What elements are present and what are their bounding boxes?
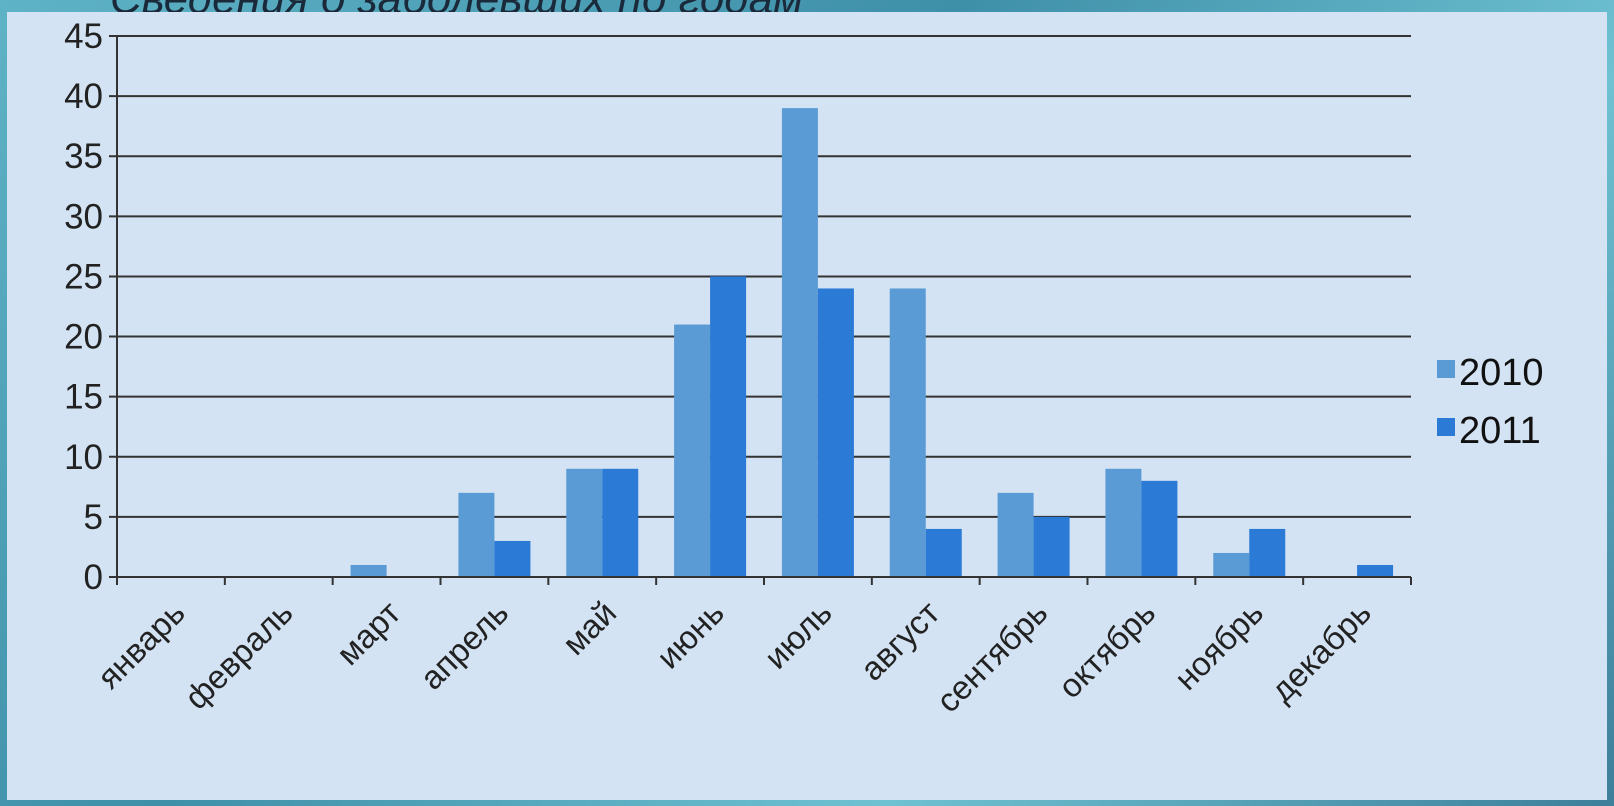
bar-2010-март [350,564,387,577]
x-category-label: май [555,594,623,662]
bar-2011-ноябрь [1249,528,1286,577]
x-category-label: март [329,594,407,672]
y-tick-label: 35 [64,137,103,176]
x-category-label: апрель [413,594,516,697]
y-tick-label: 0 [84,558,103,597]
bar-2011-август [925,528,962,577]
x-category-label: октябрь [1051,594,1162,705]
legend-swatch-2011 [1437,418,1455,436]
x-category-label: июнь [649,594,731,676]
y-tick-label: 15 [64,378,103,417]
x-category-label: январь [90,594,192,696]
bar-2011-май [602,468,639,577]
legend-swatch-2010 [1437,360,1455,378]
bar-2010-октябрь [1105,468,1142,577]
y-tick-label: 10 [64,438,103,477]
y-tick-label: 25 [64,257,103,296]
y-tick-label: 5 [84,498,103,537]
legend-label-2011: 2011 [1459,410,1541,452]
bar-2010-август [889,288,926,577]
y-tick-label: 40 [64,77,103,116]
y-tick-label: 30 [64,197,103,236]
bar-2010-сентябрь [997,492,1034,577]
bar-2011-сентябрь [1033,516,1070,577]
x-category-label: август [853,594,947,688]
bar-2011-декабрь [1357,564,1394,577]
bar-2010-июнь [674,324,711,577]
y-tick-label: 20 [64,318,103,357]
x-category-label: сентябрь [929,594,1055,720]
x-category-label: июль [757,594,839,676]
bar-2010-май [566,468,603,577]
bar-2011-апрель [494,540,531,577]
x-category-label: февраль [177,594,299,716]
bar-2011-июнь [710,276,747,577]
bar-2010-ноябрь [1213,552,1250,577]
y-tick-label: 45 [64,17,103,56]
x-category-label: декабрь [1263,594,1378,709]
x-category-label: ноябрь [1167,594,1270,697]
bar-2010-июль [781,108,818,577]
legend-label-2010: 2010 [1459,352,1544,394]
bar-2011-октябрь [1141,480,1178,577]
bar-2011-июль [817,288,854,577]
bar-2010-апрель [458,492,495,577]
